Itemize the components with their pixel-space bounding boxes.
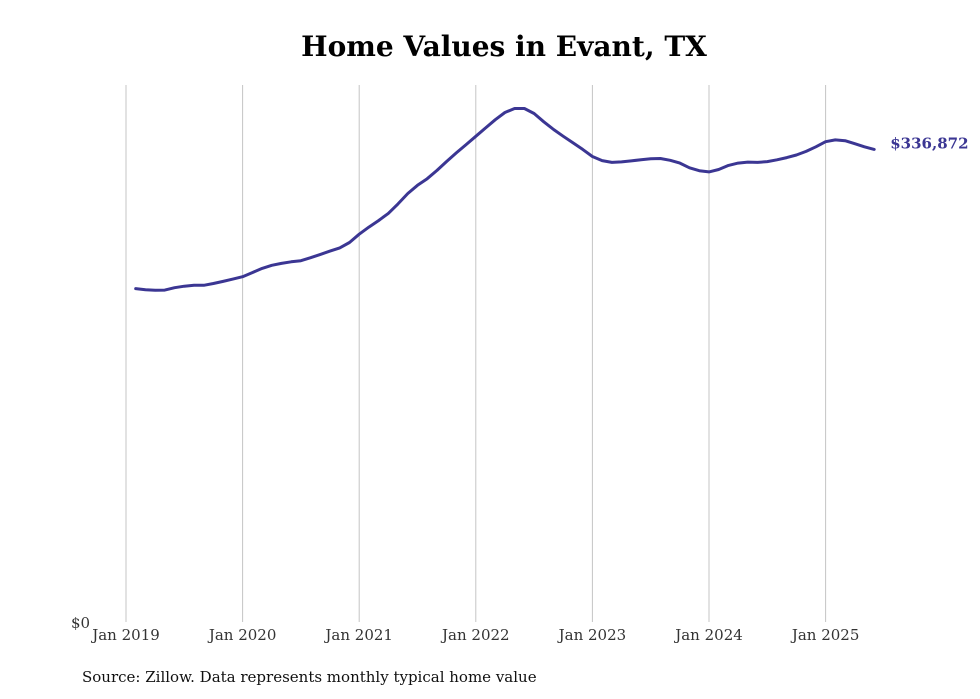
x-tick-label: Jan 2025 bbox=[790, 626, 860, 644]
source-note: Source: Zillow. Data represents monthly … bbox=[82, 668, 537, 686]
x-tick-label: Jan 2020 bbox=[207, 626, 277, 644]
chart-title: Home Values in Evant, TX bbox=[301, 30, 707, 63]
end-value-label: $336,872 bbox=[890, 134, 968, 152]
series-line-0 bbox=[134, 107, 876, 292]
y-tick-label: $0 bbox=[71, 614, 90, 632]
x-tick-label: Jan 2022 bbox=[440, 626, 510, 644]
x-tick-label: Jan 2024 bbox=[673, 626, 743, 644]
x-tick-label: Jan 2019 bbox=[90, 626, 160, 644]
tick-labels: Jan 2019 Jan 2020 Jan 2021 Jan 2022 Jan 2023… bbox=[71, 614, 859, 644]
gridlines bbox=[125, 85, 827, 622]
line-chart: Jan 2019 Jan 2020 Jan 2021 Jan 2022 Jan 2023… bbox=[71, 85, 969, 644]
x-tick-label: Jan 2021 bbox=[323, 626, 393, 644]
x-tick-label: Jan 2023 bbox=[557, 626, 627, 644]
series-layer: $336,872 bbox=[134, 107, 969, 292]
